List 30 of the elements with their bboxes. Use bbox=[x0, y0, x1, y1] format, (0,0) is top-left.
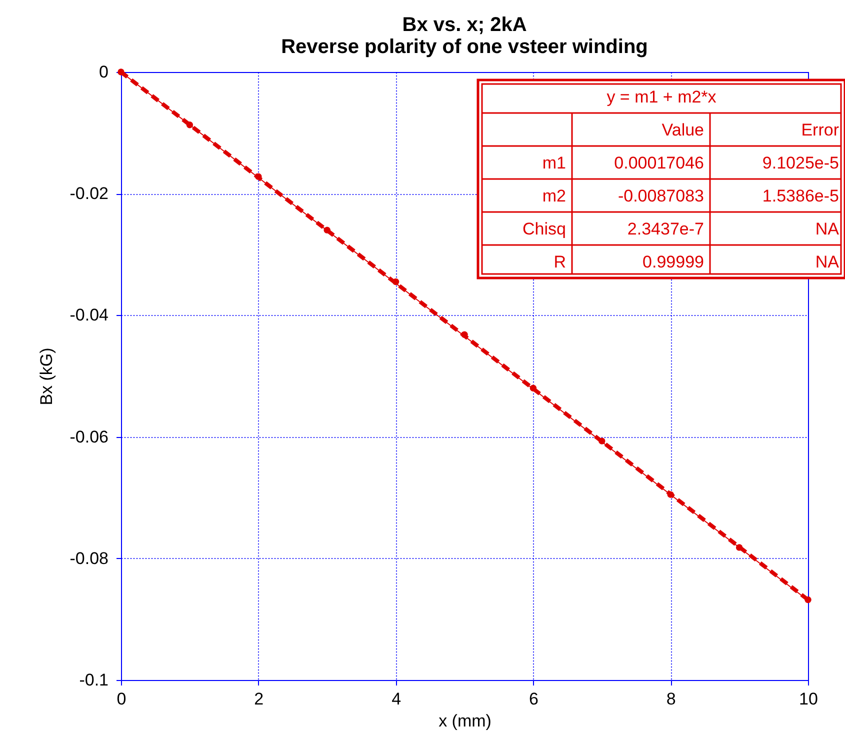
y-tick-label: -0.04 bbox=[70, 306, 108, 325]
annotation: y = m1 + m2*x bbox=[606, 88, 717, 106]
x-axis-title: x (mm) bbox=[438, 712, 492, 730]
annotation: Chisq bbox=[522, 220, 566, 238]
x-tick-label: 10 bbox=[799, 690, 818, 708]
y-tick-label: -0.06 bbox=[70, 427, 108, 446]
annotation: R bbox=[554, 252, 566, 272]
annotation: 1.5386e-5 bbox=[762, 186, 839, 206]
y-tick-label: 0 bbox=[99, 62, 108, 82]
y-tick-label: -0.08 bbox=[70, 548, 108, 568]
chart-title: Bx vs. x; 2kA Reverse polarity of one vsteer winding bbox=[281, 14, 648, 58]
x-tick-label: 6 bbox=[528, 690, 538, 708]
y-axis-title: Bx (kG) bbox=[36, 348, 56, 406]
y-tick-label: -0.02 bbox=[70, 184, 108, 204]
y-tick-label: -0.1 bbox=[79, 670, 108, 690]
x-tick-label: 4 bbox=[392, 690, 402, 708]
text: NA bbox=[815, 220, 840, 238]
annotation: m2 bbox=[542, 186, 566, 206]
x-tick-label: 0 bbox=[116, 690, 126, 708]
annotation: Value bbox=[662, 120, 704, 140]
annotation: 0.99999 bbox=[642, 252, 704, 272]
text: NA bbox=[815, 252, 840, 272]
annotation: 9.1025e-5 bbox=[762, 154, 839, 172]
annotation: 0.00017046 bbox=[614, 154, 704, 172]
x-tick-label: 8 bbox=[666, 690, 676, 708]
x-tick-label: 2 bbox=[254, 690, 264, 708]
annotation: Error bbox=[801, 120, 840, 140]
annotation: 2.3437e-7 bbox=[627, 220, 704, 238]
annotation: m1 bbox=[542, 154, 566, 172]
annotation: -0.0087083 bbox=[618, 186, 704, 206]
